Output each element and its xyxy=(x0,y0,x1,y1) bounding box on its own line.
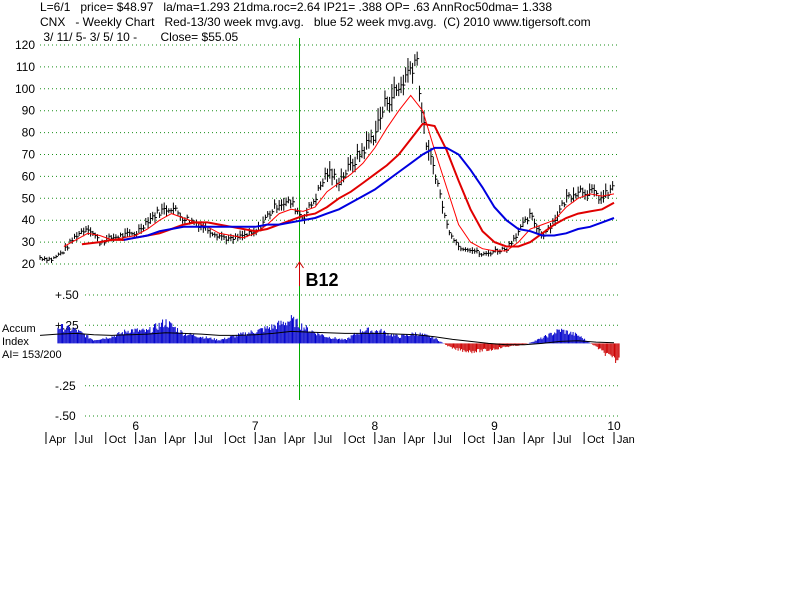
year-tick-label: 8 xyxy=(372,419,379,433)
month-tick-label: Jan xyxy=(617,434,635,446)
header-line-1: L=6/1 price= $48.97 la/ma=1.293 21dma.ro… xyxy=(40,0,553,14)
month-tick-label: Jan xyxy=(139,434,157,446)
price-tick-label: 60 xyxy=(22,169,36,183)
month-tick-label: Jul xyxy=(198,434,212,446)
accum-tick-label: -.50 xyxy=(55,409,76,423)
header-line-2: CNX - Weekly Chart Red-13/30 week mvg.av… xyxy=(40,15,591,29)
month-tick-label: Jan xyxy=(497,434,515,446)
accum-tick-label: +.50 xyxy=(55,288,79,302)
month-tick-label: Jul xyxy=(438,434,452,446)
signal-label: B12 xyxy=(306,270,339,290)
accum-gridlines xyxy=(85,294,620,417)
accum-bars xyxy=(57,315,620,363)
price-tick-label: 40 xyxy=(22,213,36,227)
year-tick-label: 7 xyxy=(252,419,259,433)
price-tick-label: 100 xyxy=(15,82,35,96)
accum-label-2: Index xyxy=(2,336,29,348)
ma13-line xyxy=(63,94,615,252)
price-tick-label: 80 xyxy=(22,126,36,140)
signal-arrow-icon xyxy=(295,261,304,286)
ma52-line xyxy=(123,146,615,241)
month-tick-label: Oct xyxy=(228,434,245,446)
month-tick-label: Jul xyxy=(318,434,332,446)
accum-label-3: AI= 153/200 xyxy=(2,349,62,361)
month-tick-label: Apr xyxy=(169,434,186,446)
year-tick-label: 9 xyxy=(491,419,498,433)
year-tick-label: 10 xyxy=(607,419,621,433)
accum-tick-label: -.25 xyxy=(55,379,76,393)
month-tick-label: Jul xyxy=(79,434,93,446)
price-tick-label: 30 xyxy=(22,235,36,249)
month-tick-label: Oct xyxy=(468,434,485,446)
month-tick-label: Apr xyxy=(408,434,425,446)
price-gridlines xyxy=(40,44,620,265)
price-tick-label: 90 xyxy=(22,104,36,118)
month-tick-label: Apr xyxy=(288,434,305,446)
month-tick-label: Oct xyxy=(587,434,604,446)
month-tick-label: Oct xyxy=(348,434,365,446)
x-axis: 6 7 8 9 10 Apr Jul Oct Jan Apr Jul Oct Jan Apr Jul Oct J… xyxy=(45,419,635,446)
price-tick-label: 120 xyxy=(15,38,35,52)
price-y-axis: 20 30 40 50 60 70 80 90 100 110 120 xyxy=(15,38,35,271)
month-tick-label: Oct xyxy=(109,434,126,446)
month-tick-label: Jul xyxy=(557,434,571,446)
accum-ma-line xyxy=(39,330,615,346)
month-tick-label: Jan xyxy=(258,434,276,446)
price-tick-label: 20 xyxy=(22,257,36,271)
header-line-3: 3/ 11/ 5- 3/ 5/ 10 - Close= $55.05 xyxy=(40,30,239,44)
month-tick-label: Apr xyxy=(527,434,544,446)
month-tick-label: Apr xyxy=(49,434,66,446)
year-tick-label: 6 xyxy=(132,419,139,433)
price-tick-label: 110 xyxy=(16,60,35,74)
price-tick-label: 50 xyxy=(22,191,36,205)
price-tick-label: 70 xyxy=(22,148,36,162)
accum-label-1: Accum xyxy=(2,323,36,335)
month-tick-label: Jan xyxy=(378,434,396,446)
